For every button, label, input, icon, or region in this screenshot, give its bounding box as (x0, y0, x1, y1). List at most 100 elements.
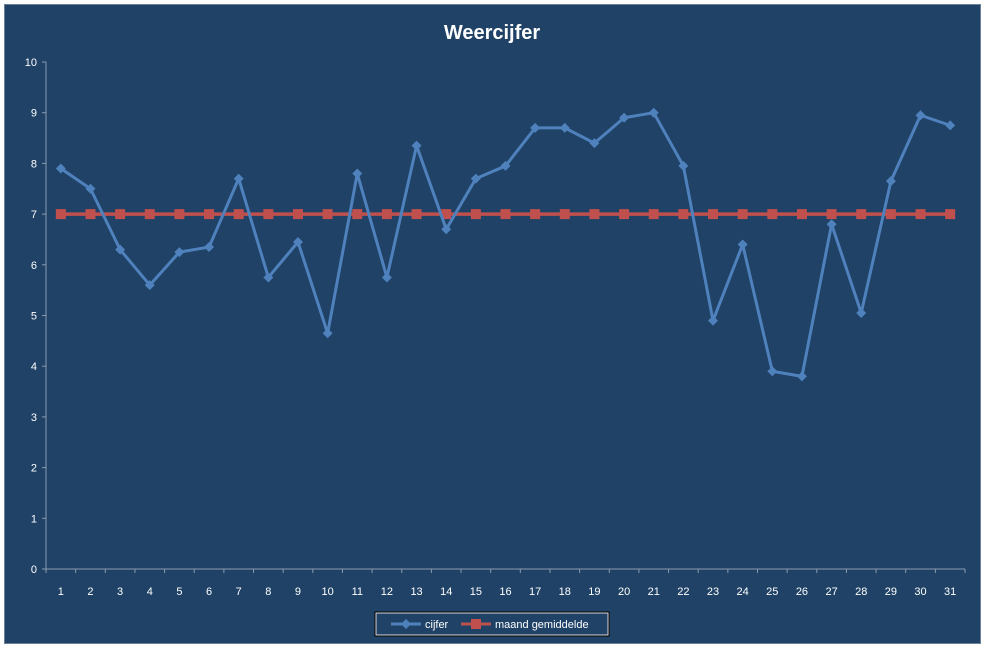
chart-area: Weercijfer 0 1 2 3 4 5 6 7 8 9 10 1 2 3 4 5 6 7 8 9 10 11 12 13… (4, 4, 981, 644)
y-tick-label: 7 (31, 209, 37, 221)
data-point (589, 209, 600, 220)
x-tick-label: 9 (295, 586, 301, 598)
data-point (678, 160, 689, 171)
y-tick-label: 10 (25, 57, 37, 69)
x-tick-label: 25 (766, 586, 778, 598)
data-point (826, 209, 837, 220)
data-point (322, 209, 333, 220)
data-point (381, 272, 392, 283)
x-tick-label: 23 (707, 586, 719, 598)
x-tick-label: 29 (885, 586, 897, 598)
y-tick-label: 1 (31, 513, 37, 525)
data-point (174, 247, 185, 258)
x-tick-label: 14 (440, 586, 452, 598)
data-point (500, 209, 511, 220)
data-point (381, 209, 392, 220)
data-point (856, 209, 867, 220)
data-point (115, 209, 126, 220)
legend-box (374, 611, 610, 637)
data-point (767, 366, 778, 377)
legend-label: cijfer (425, 619, 449, 631)
y-tick-label: 9 (31, 108, 37, 120)
legend-swatch-marker (401, 619, 411, 629)
data-point (796, 209, 807, 220)
x-tick-label: 27 (825, 586, 837, 598)
x-tick-label: 2 (87, 586, 93, 598)
x-tick-label: 17 (529, 586, 541, 598)
y-tick-label: 2 (31, 463, 37, 475)
legend-item-maand-gemiddelde: maand gemiddelde (461, 619, 589, 631)
data-point (589, 138, 600, 149)
data-point (55, 209, 66, 220)
data-point (470, 173, 481, 184)
y-tick-label: 3 (31, 412, 37, 424)
legend-item-cijfer: cijfer (391, 619, 449, 631)
data-point (500, 160, 511, 171)
data-point (648, 107, 659, 118)
data-point (55, 163, 66, 174)
x-tick-label: 13 (410, 586, 422, 598)
x-tick-label: 7 (236, 586, 242, 598)
x-tick-label: 30 (914, 586, 926, 598)
data-point (767, 209, 778, 220)
data-point (826, 219, 837, 230)
data-point (352, 209, 363, 220)
data-point (945, 120, 956, 131)
x-tick-label: 21 (648, 586, 660, 598)
data-point (441, 209, 452, 220)
data-point (678, 209, 689, 220)
x-tick-label: 20 (618, 586, 630, 598)
data-point (737, 209, 748, 220)
y-tick-label: 6 (31, 260, 37, 272)
data-point (322, 328, 333, 339)
data-point (233, 173, 244, 184)
legend-swatch-marker (471, 619, 481, 629)
data-point (708, 315, 719, 326)
data-point (174, 209, 185, 220)
data-point (292, 209, 303, 220)
data-point (737, 239, 748, 250)
data-point (796, 371, 807, 382)
data-point (411, 209, 422, 220)
data-point (559, 122, 570, 133)
data-point (204, 209, 215, 220)
series-maand-gemiddelde (55, 209, 956, 220)
data-point (144, 209, 155, 220)
data-point (292, 236, 303, 247)
data-point (263, 272, 274, 283)
data-point (915, 110, 926, 121)
data-point (411, 140, 422, 151)
data-point (115, 244, 126, 255)
data-point (885, 176, 896, 187)
x-tick-label: 15 (470, 586, 482, 598)
legend-label: maand gemiddelde (495, 619, 589, 631)
data-point (915, 209, 926, 220)
x-tick-label: 8 (265, 586, 271, 598)
x-tick-label: 16 (499, 586, 511, 598)
data-point (233, 209, 244, 220)
data-point (85, 183, 96, 194)
x-tick-label: 6 (206, 586, 212, 598)
data-point (85, 209, 96, 220)
x-tick-label: 28 (855, 586, 867, 598)
x-tick-label: 31 (944, 586, 956, 598)
data-point (530, 122, 541, 133)
legend: cijfer maand gemiddelde (374, 611, 610, 637)
series-cijfer (55, 107, 956, 382)
data-point (708, 209, 719, 220)
x-tick-label: 11 (352, 586, 363, 598)
x-tick-label: 19 (588, 586, 600, 598)
x-tick-label: 4 (147, 586, 153, 598)
data-point (204, 242, 215, 253)
legend-box-inner (375, 612, 609, 636)
series-layer (55, 107, 956, 382)
x-tick-label: 26 (796, 586, 808, 598)
data-point (144, 280, 155, 291)
x-tick-label: 22 (677, 586, 689, 598)
data-point (885, 209, 896, 220)
data-point (263, 209, 274, 220)
y-tick-label: 4 (31, 361, 37, 373)
chart-title: Weercijfer (444, 22, 541, 44)
